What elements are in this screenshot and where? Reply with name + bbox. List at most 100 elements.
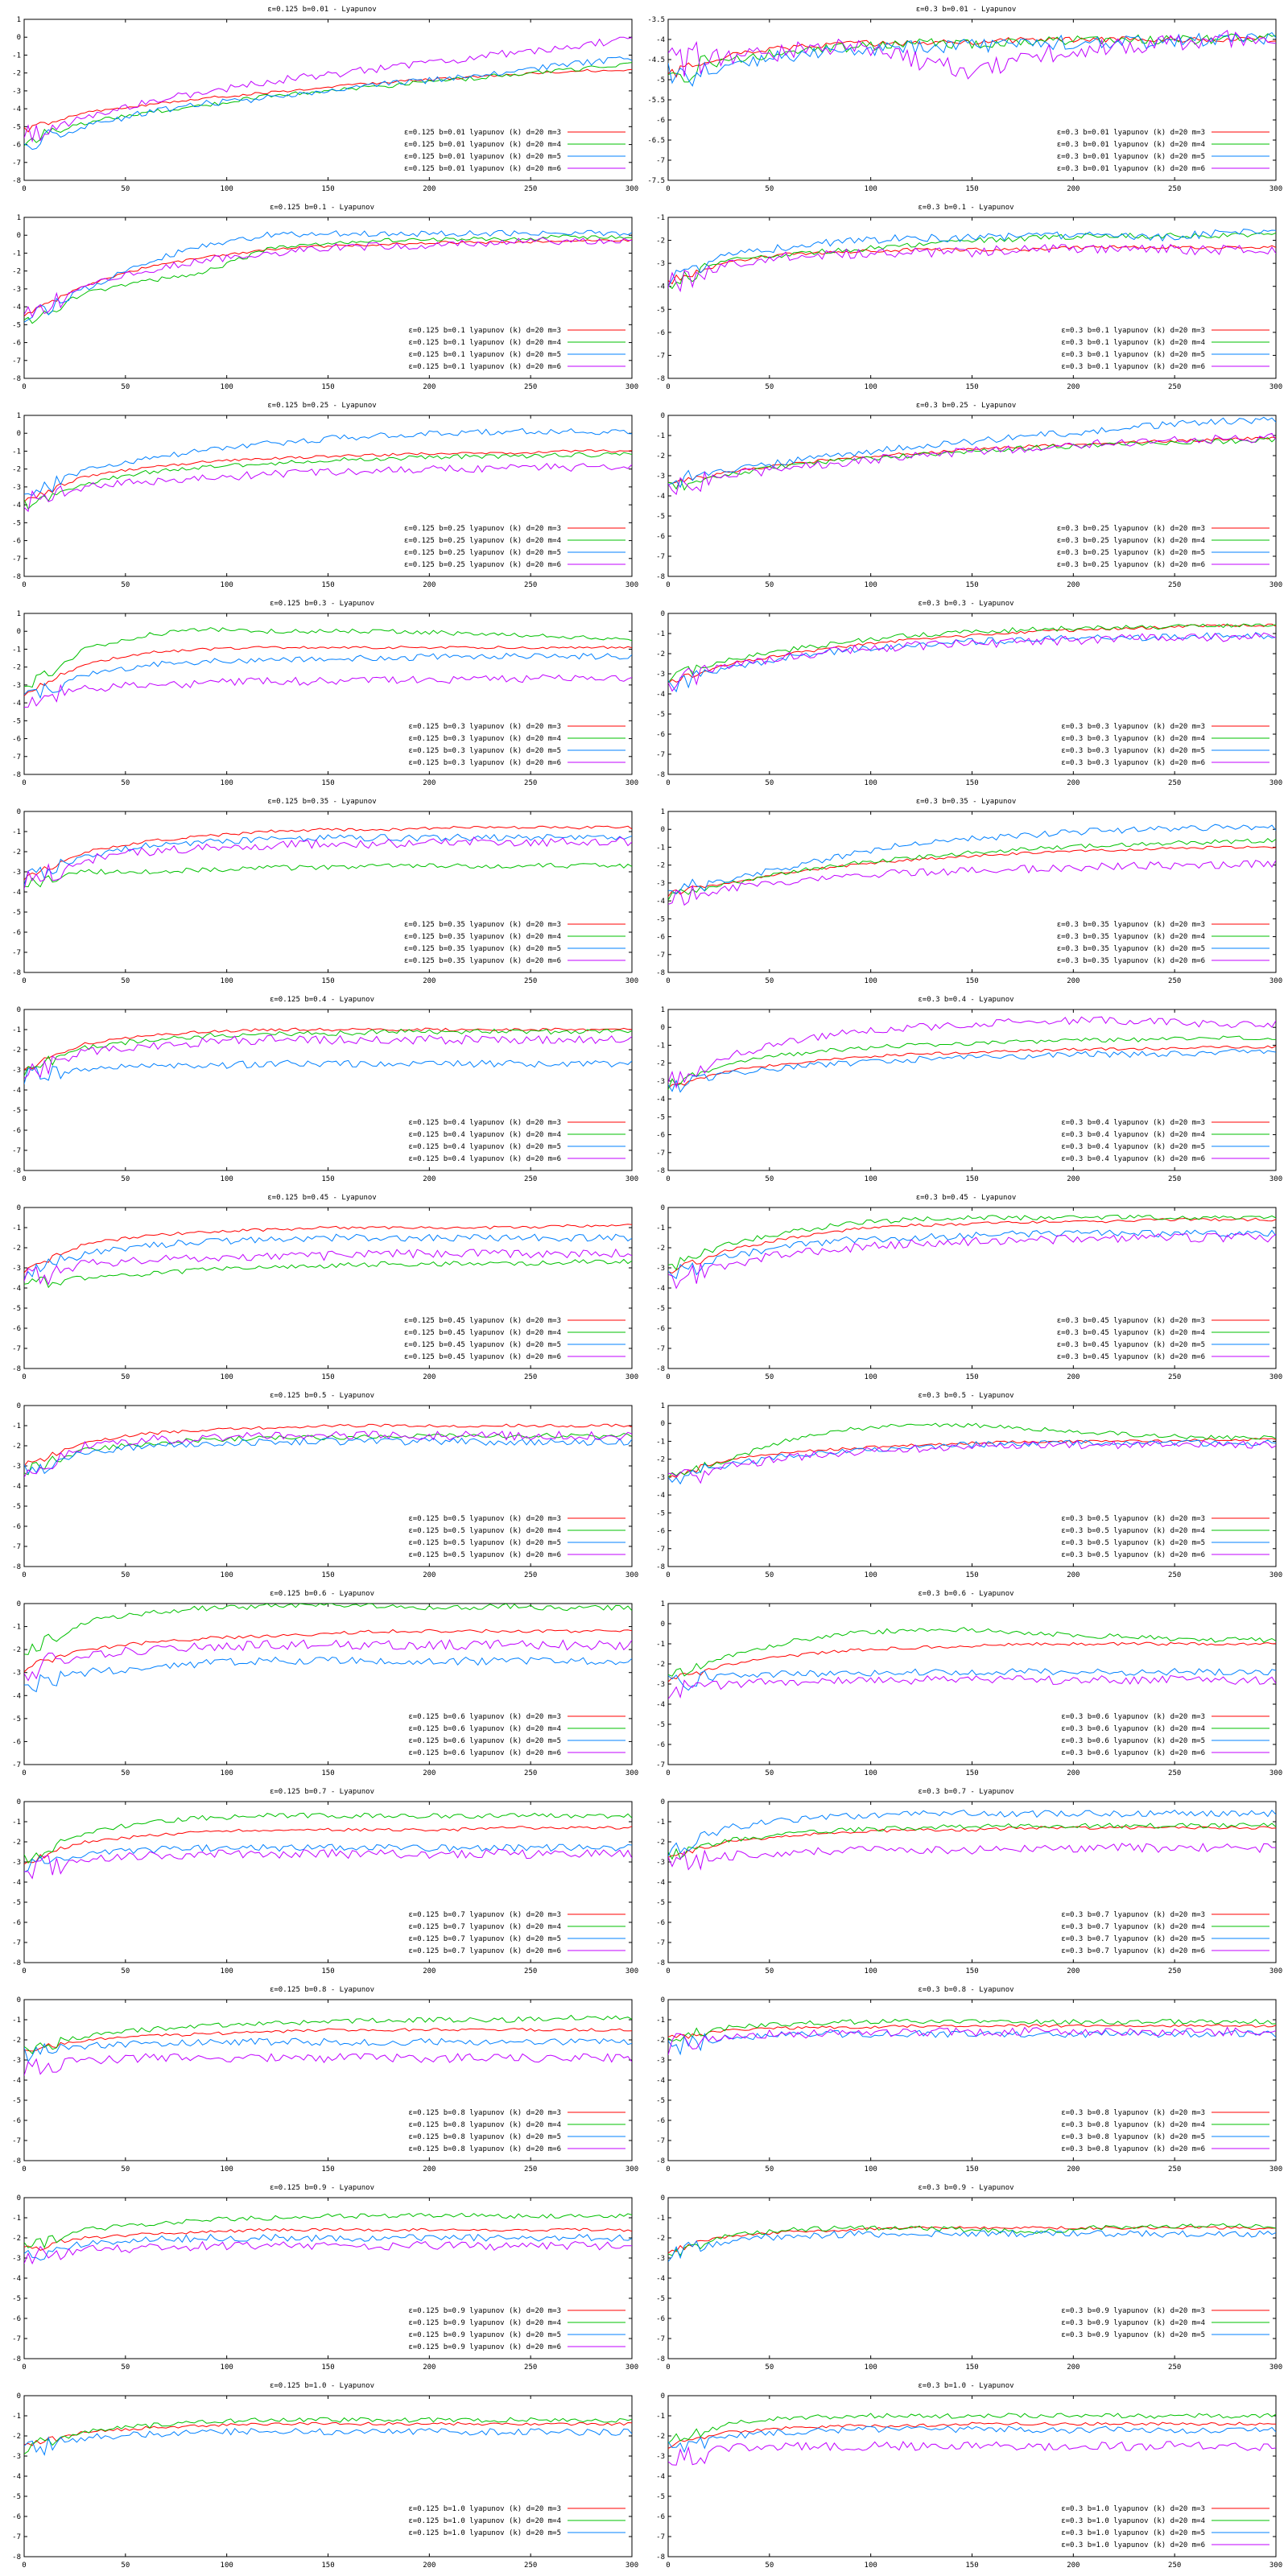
legend-label: ε=0.125 b=0.35 lyapunov (k) d=20 m=5	[404, 945, 561, 953]
y-tick-label: -4.5	[647, 56, 665, 64]
y-tick-label: -7.5	[647, 177, 665, 185]
y-tick-label: -1	[656, 2017, 665, 2025]
chart-svg: ε=0.125 b=1.0 - Lyapunov -8 -7 -6 -5 -4 -3 -2 -1…	[12, 2382, 638, 2570]
y-tick-label: -6	[656, 2117, 665, 2125]
x-tick-label: 50	[121, 2363, 130, 2372]
y-tick-label: -2	[656, 2037, 665, 2045]
x-tick-label: 100	[221, 977, 233, 985]
x-tick-label: 300	[625, 383, 638, 391]
y-tick-label: -7	[656, 751, 665, 759]
y-tick-label: -7	[656, 1939, 665, 1947]
legend-label: ε=0.125 b=1.0 lyapunov (k) d=20 m=3	[408, 2505, 561, 2513]
series-line	[668, 860, 1276, 906]
chart-title: ε=0.125 b=1.0 - Lyapunov	[270, 2382, 374, 2390]
x-tick-label: 100	[221, 1175, 233, 1183]
series-line	[668, 1016, 1276, 1089]
x-tick-label: 150	[965, 2363, 978, 2372]
chart-panel: ε=0.125 b=0.6 - Lyapunov -7 -6 -5 -4 -3 -2 -1 0 0…	[0, 1584, 644, 1782]
x-tick-label: 250	[524, 383, 537, 391]
x-tick-label: 250	[524, 1769, 537, 1777]
x-tick-label: 0	[22, 383, 26, 391]
series-line	[24, 646, 632, 696]
legend-label: ε=0.3 b=0.5 lyapunov (k) d=20 m=5	[1061, 1539, 1205, 1547]
y-tick-label: -7	[656, 1546, 665, 1554]
legend-label: ε=0.125 b=0.35 lyapunov (k) d=20 m=4	[404, 933, 561, 941]
x-tick-label: 0	[666, 185, 670, 193]
x-tick-label: 300	[1269, 185, 1282, 193]
x-tick-label: 150	[321, 779, 334, 787]
chart-panel: ε=0.3 b=0.3 - Lyapunov -8 -7 -6 -5 -4 -3 -2 -1 0 0…	[644, 594, 1288, 792]
legend-label: ε=0.3 b=0.5 lyapunov (k) d=20 m=4	[1061, 1527, 1205, 1535]
y-tick-label: -4	[12, 502, 21, 510]
y-tick-label: -7	[656, 157, 665, 165]
chart-svg: ε=0.125 b=0.6 - Lyapunov -7 -6 -5 -4 -3 -2 -1 0 0…	[12, 1590, 638, 1777]
series-line	[24, 1258, 632, 1289]
y-tick-label: -6	[12, 1738, 21, 1746]
y-tick-label: -3	[656, 1681, 665, 1689]
y-tick-label: -8	[656, 375, 665, 383]
x-tick-label: 100	[221, 185, 233, 193]
x-tick-label: 300	[625, 1175, 638, 1183]
y-tick-label: -4	[12, 303, 21, 312]
x-tick-label: 0	[666, 383, 670, 391]
chart-title: ε=0.125 b=0.9 - Lyapunov	[270, 2184, 374, 2192]
chart-panel: ε=0.125 b=0.35 - Lyapunov -8 -7 -6 -5 -4 -3 -2 -…	[0, 792, 644, 990]
series-line	[24, 234, 632, 324]
x-tick-label: 100	[865, 2363, 877, 2372]
chart-svg: ε=0.3 b=0.5 - Lyapunov -8 -7 -6 -5 -4 -3 -2 -1 0 1…	[656, 1392, 1282, 1579]
y-tick-label: 0	[17, 1006, 21, 1014]
series-line	[24, 1059, 632, 1084]
chart-title: ε=0.125 b=0.1 - Lyapunov	[270, 204, 374, 212]
y-tick-label: 1	[661, 1006, 665, 1014]
y-tick-label: -2	[12, 268, 21, 276]
y-tick-label: -7	[12, 2137, 21, 2145]
y-tick-label: 1	[17, 16, 21, 24]
chart-panel: ε=0.125 b=0.9 - Lyapunov -8 -7 -6 -5 -4 -3 -2 -1…	[0, 2178, 644, 2376]
y-tick-label: -4	[12, 105, 21, 114]
legend-label: ε=0.3 b=0.25 lyapunov (k) d=20 m=6	[1057, 561, 1205, 569]
series-line	[24, 56, 632, 151]
chart-panel: ε=0.3 b=0.01 - Lyapunov -7.5 -7 -6.5 -6 -5.5 -…	[644, 0, 1288, 198]
x-tick-label: 100	[865, 185, 877, 193]
y-tick-label: -5	[656, 915, 665, 923]
x-tick-label: 300	[1269, 1769, 1282, 1777]
x-tick-label: 250	[1168, 1373, 1181, 1381]
x-tick-label: 50	[765, 2363, 774, 2372]
x-tick-label: 100	[865, 581, 877, 589]
chart-panel: ε=0.125 b=0.7 - Lyapunov -8 -7 -6 -5 -4 -3 -2 -1…	[0, 1782, 644, 1980]
legend-label: ε=0.125 b=0.8 lyapunov (k) d=20 m=5	[408, 2133, 561, 2141]
x-tick-label: 50	[121, 1769, 130, 1777]
chart-svg: ε=0.3 b=1.0 - Lyapunov -8 -7 -6 -5 -4 -3 -2 -1 0 0…	[656, 2382, 1282, 2570]
series-line	[24, 1028, 632, 1076]
series-line	[668, 1826, 1276, 1858]
x-tick-label: 250	[1168, 779, 1181, 787]
y-tick-label: -2	[12, 848, 21, 857]
y-tick-label: -8	[12, 1365, 21, 1373]
chart-svg: ε=0.3 b=0.25 - Lyapunov -8 -7 -6 -5 -4 -3 -2 -1 0…	[656, 402, 1282, 589]
y-tick-label: 0	[17, 808, 21, 816]
y-tick-label: -4	[12, 1879, 21, 1887]
legend-label: ε=0.3 b=0.4 lyapunov (k) d=20 m=4	[1061, 1131, 1205, 1139]
y-tick-label: -6.5	[647, 137, 665, 145]
legend-label: ε=0.3 b=0.7 lyapunov (k) d=20 m=5	[1061, 1935, 1205, 1943]
legend-label: ε=0.125 b=0.8 lyapunov (k) d=20 m=4	[408, 2121, 561, 2129]
series-line	[668, 1438, 1276, 1479]
legend-label: ε=0.125 b=0.4 lyapunov (k) d=20 m=6	[408, 1155, 561, 1163]
x-tick-label: 300	[625, 1967, 638, 1975]
legend-label: ε=0.3 b=0.3 lyapunov (k) d=20 m=6	[1061, 759, 1205, 767]
x-tick-label: 100	[221, 779, 233, 787]
y-tick-label: -6	[12, 142, 21, 150]
chart-title: ε=0.125 b=0.8 - Lyapunov	[270, 1986, 374, 1994]
x-tick-label: 100	[865, 1571, 877, 1579]
legend-label: ε=0.125 b=0.7 lyapunov (k) d=20 m=6	[408, 1947, 561, 1955]
y-tick-label: -4	[656, 493, 665, 501]
x-tick-label: 300	[1269, 779, 1282, 787]
y-tick-label: -1	[656, 844, 665, 852]
legend-label: ε=0.125 b=1.0 lyapunov (k) d=20 m=4	[408, 2517, 561, 2525]
legend-label: ε=0.3 b=0.45 lyapunov (k) d=20 m=3	[1057, 1317, 1205, 1325]
legend-label: ε=0.125 b=0.4 lyapunov (k) d=20 m=4	[408, 1131, 561, 1139]
y-tick-label: -3	[656, 2453, 665, 2461]
x-tick-label: 50	[121, 779, 130, 787]
y-tick-label: -6	[656, 1528, 665, 1536]
y-tick-label: -8	[12, 2553, 21, 2562]
